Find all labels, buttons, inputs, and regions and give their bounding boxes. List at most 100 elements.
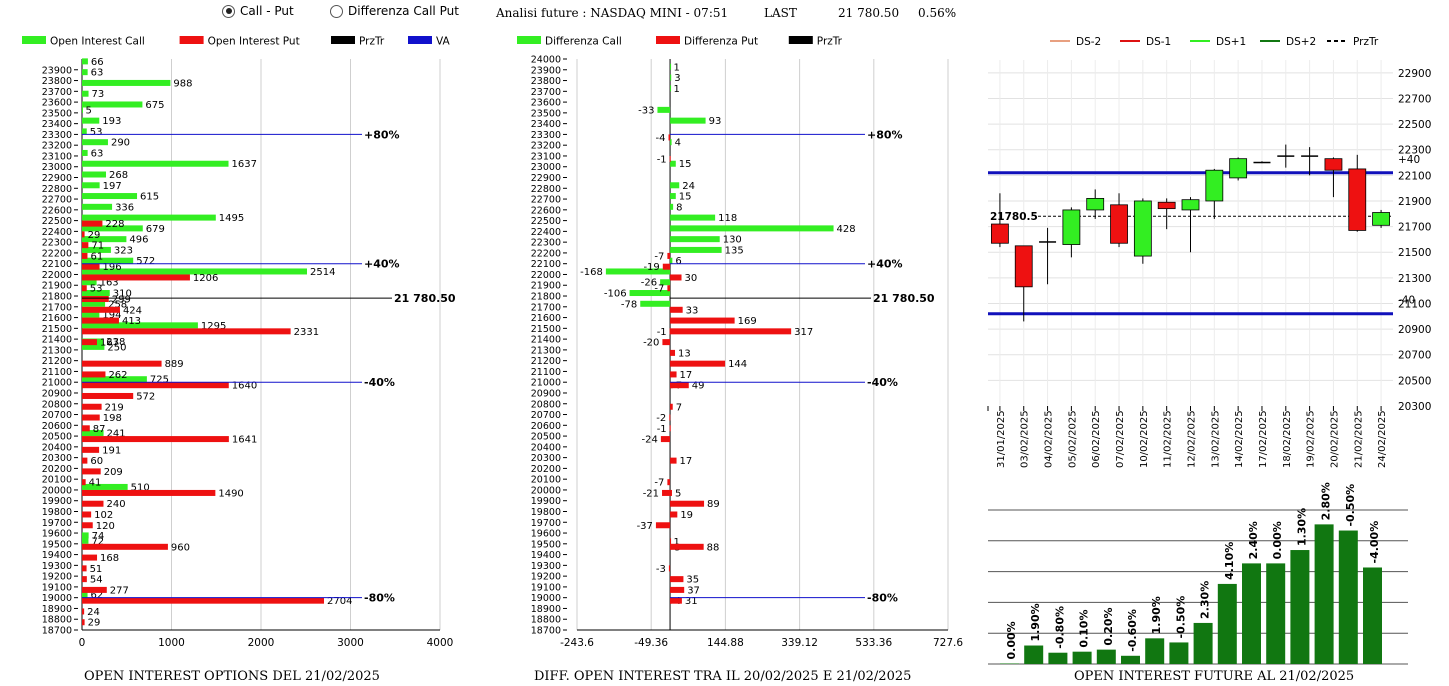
y-tick-label: 22500 [1398,119,1431,131]
call-data-label: 615 [140,192,159,203]
put-data-label: -2 [656,413,666,424]
change-percent: 0.56% [918,6,957,20]
oi-change-label: -0.80% [1053,606,1066,649]
oi-change-label: 4.10% [1223,542,1236,580]
y-tick-label: 22100 [531,259,561,270]
y-tick-label: 23100 [531,151,561,162]
radio-call-put[interactable]: Call - Put [222,4,294,18]
call-bar [670,117,706,124]
call-bar [82,214,216,221]
prztr-label: 21 780.50 [394,292,456,305]
y-tick-label: 21100 [1398,298,1431,310]
put-data-label: 29 [88,618,101,629]
y-tick-label: 18900 [531,604,561,615]
put-data-label: -1 [657,327,667,338]
y-tick-label: 23200 [531,141,561,152]
y-tick-label: 19700 [42,518,72,529]
put-data-label: 49 [692,381,705,392]
candle-body [1157,201,1176,210]
call-bar [82,117,100,124]
put-bar [670,403,673,410]
put-bar [82,392,134,399]
oi-change-label: 2.40% [1247,521,1260,559]
x-tick-label: 21/02/2025 [1353,410,1364,468]
y-tick-label: 21300 [1398,273,1431,285]
y-tick-label: 22500 [42,216,72,227]
oi-bar [1314,524,1334,664]
band-label: -40 [1398,295,1415,307]
put-bar [82,457,88,464]
oi-bar [1290,550,1310,664]
radio-selected-icon[interactable] [222,4,235,18]
call-bar [82,483,128,490]
put-data-label: 262 [108,370,127,381]
put-data-label: 219 [105,402,124,413]
y-tick-label: 23000 [531,162,561,173]
put-bar [668,134,671,141]
oi-bar [1169,642,1189,664]
put-bar [82,597,325,604]
last-value: 21 780.50 [838,6,900,20]
call-bar [82,128,87,135]
call-bar [82,246,111,253]
x-tick-label: 12/02/2025 [1187,410,1198,468]
call-bar [82,268,308,275]
put-bar [662,263,671,270]
call-data-label: 336 [115,202,134,213]
y-tick-label: 18800 [42,615,72,626]
legend-label: PrzTr [817,36,843,48]
x-tick-label: 3000 [337,637,364,649]
put-data-label: 51 [90,564,103,575]
oi-bar [1266,563,1286,664]
radio-unselected-icon[interactable] [330,4,343,18]
legend-swatch [22,36,46,44]
y-tick-label: 21700 [1398,222,1431,234]
put-bar [670,306,683,313]
x-tick-label: 4000 [427,637,454,649]
put-bar [82,371,106,378]
put-data-label: 1206 [193,273,218,284]
put-bar [667,285,671,292]
put-data-label: 1 [673,537,679,548]
call-bar [82,311,100,318]
put-bar [662,489,671,496]
put-data-label: -19 [643,262,659,273]
y-tick-label: 21900 [42,281,72,292]
call-bar [82,90,89,97]
candle-body [1039,241,1057,243]
oi-bar [1363,567,1382,664]
call-bar [82,290,110,297]
call-data-label: 1637 [232,159,257,170]
put-bar [670,360,726,367]
x-tick-label: 19/02/2025 [1306,410,1317,468]
call-data-label: 268 [109,170,128,181]
y-tick-label: 18800 [531,615,561,626]
oi-change-label: 1.30% [1295,508,1308,546]
radio-differenza[interactable]: Differenza Call Put [330,4,459,18]
put-data-label: 169 [738,316,757,327]
put-data-label: 1640 [232,381,257,392]
y-tick-label: 21900 [531,281,561,292]
y-tick-label: 22400 [531,227,561,238]
y-tick-label: 19300 [531,561,561,572]
y-tick-label: 22800 [531,184,561,195]
x-tick-label: 17/02/2025 [1258,410,1269,468]
call-data-label: 1495 [219,213,244,224]
x-tick-label: -49.36 [634,637,668,649]
put-data-label: -1 [657,424,667,435]
call-data-label: 5 [85,105,91,116]
candle-body [1301,155,1319,157]
y-tick-label: 22100 [42,259,72,270]
call-data-label: 194 [102,310,121,321]
prztr-label: 21 780.50 [873,292,935,305]
call-bar [605,268,671,275]
y-tick-label: 21600 [42,313,72,324]
candle-body [1086,197,1105,211]
put-data-label: -37 [637,521,653,532]
y-tick-label: 19400 [42,550,72,561]
put-data-label: 144 [728,359,747,370]
put-data-label: 33 [686,305,699,316]
call-data-label: -106 [604,289,627,300]
oi-change-label: 2.30% [1199,581,1212,619]
